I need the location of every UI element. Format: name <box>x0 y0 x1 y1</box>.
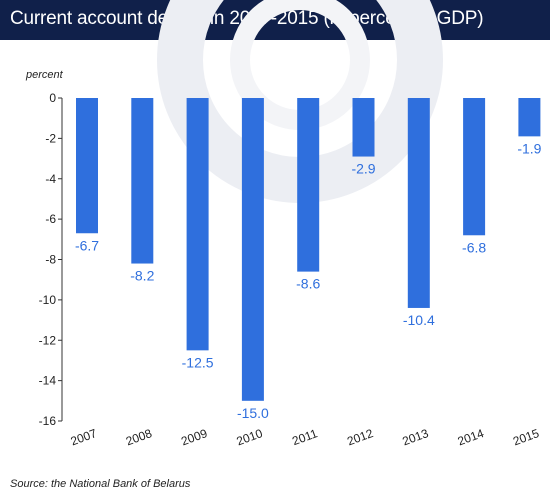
x-tick-label-2009: 2009 <box>179 426 209 448</box>
y-tick-label: -16 <box>39 414 57 428</box>
bar-2007 <box>76 98 98 234</box>
bar-2012 <box>352 98 375 157</box>
bar-2011 <box>297 98 320 272</box>
x-tick-label-2015: 2015 <box>511 426 541 448</box>
y-tick-label: -10 <box>39 293 57 307</box>
x-tick-label-2012: 2012 <box>345 426 375 448</box>
bar-2008 <box>131 98 154 264</box>
y-tick-label: -2 <box>45 131 56 145</box>
y-axis-unit-label: percent <box>26 69 63 81</box>
bar-2013 <box>407 98 430 308</box>
y-tick-label: -8 <box>45 253 56 267</box>
y-axis: 0 -2 -4 -6 -8 -10 -12 -14 -16 <box>39 91 63 428</box>
data-label-2014: -6.8 <box>462 239 486 255</box>
x-tick-label-2013: 2013 <box>400 426 430 448</box>
x-tick-label-2008: 2008 <box>124 426 154 448</box>
data-label-2008: -8.2 <box>130 268 154 284</box>
y-tick-label: -4 <box>45 172 56 186</box>
bars-group <box>76 98 541 401</box>
data-label-2013: -10.4 <box>403 312 435 328</box>
data-labels-group: -6.7 -8.2 -12.5 -15.0 -8.6 -2.9 -10.4 -6.8 -1.9 <box>75 140 542 420</box>
bar-2010 <box>241 98 264 401</box>
x-tick-label-2014: 2014 <box>456 426 486 448</box>
x-tick-label-2011: 2011 <box>290 426 319 448</box>
y-tick-label: 0 <box>49 91 56 105</box>
x-tick-label-2007: 2007 <box>69 426 99 448</box>
bar-2009 <box>186 98 209 351</box>
data-label-2015: -1.9 <box>517 140 541 156</box>
y-tick-label: -6 <box>45 212 56 226</box>
y-tick-label: -12 <box>39 333 57 347</box>
data-label-2007: -6.7 <box>75 237 99 253</box>
y-tick-label: -14 <box>39 374 57 388</box>
data-label-2012: -2.9 <box>351 161 375 177</box>
data-label-2010: -15.0 <box>237 405 269 421</box>
bar-2014 <box>463 98 486 236</box>
source-note: Source: the National Bank of Belarus <box>10 478 191 490</box>
x-tick-label-2010: 2010 <box>235 426 265 448</box>
bar-2015 <box>518 98 541 137</box>
x-axis: 2007 2008 2009 2010 2011 2012 2013 2014 2015 <box>69 426 542 448</box>
data-label-2009: -12.5 <box>182 354 214 370</box>
data-label-2011: -8.6 <box>296 276 320 292</box>
